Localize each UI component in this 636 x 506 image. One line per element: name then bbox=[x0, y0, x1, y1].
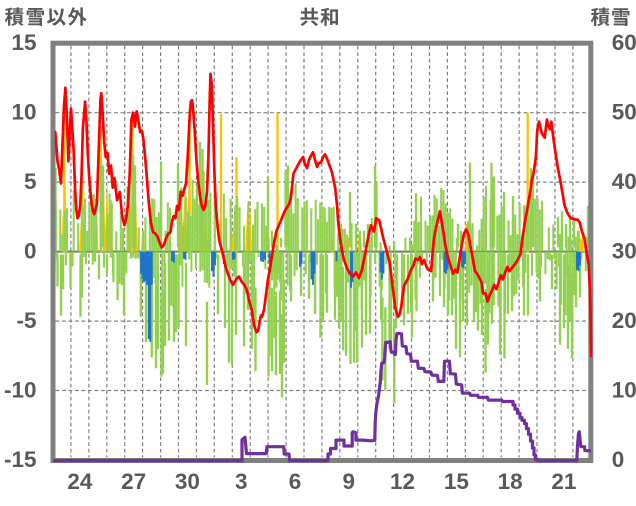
svg-text:0: 0 bbox=[612, 447, 625, 472]
svg-text:15: 15 bbox=[444, 469, 469, 494]
svg-text:10: 10 bbox=[612, 378, 636, 403]
svg-text:3: 3 bbox=[235, 469, 248, 494]
svg-text:15: 15 bbox=[11, 30, 36, 55]
svg-text:10: 10 bbox=[11, 100, 36, 125]
svg-text:12: 12 bbox=[390, 469, 415, 494]
svg-text:6: 6 bbox=[289, 469, 302, 494]
svg-text:-5: -5 bbox=[16, 308, 36, 333]
svg-text:-10: -10 bbox=[4, 378, 37, 403]
svg-text:60: 60 bbox=[612, 30, 636, 55]
svg-text:-15: -15 bbox=[4, 447, 37, 472]
svg-text:27: 27 bbox=[121, 469, 146, 494]
svg-text:50: 50 bbox=[612, 100, 636, 125]
svg-text:30: 30 bbox=[175, 469, 200, 494]
svg-text:21: 21 bbox=[551, 469, 576, 494]
svg-text:30: 30 bbox=[612, 239, 636, 264]
svg-text:40: 40 bbox=[612, 169, 636, 194]
svg-text:18: 18 bbox=[498, 469, 523, 494]
svg-text:9: 9 bbox=[343, 469, 356, 494]
svg-text:20: 20 bbox=[612, 308, 636, 333]
svg-text:0: 0 bbox=[24, 239, 37, 264]
svg-text:24: 24 bbox=[67, 469, 93, 494]
svg-text:5: 5 bbox=[24, 169, 37, 194]
